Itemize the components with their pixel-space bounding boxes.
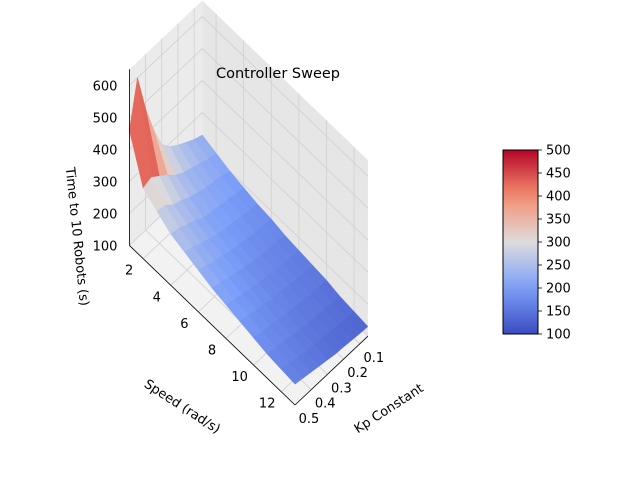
- z-gridline: [129, 15, 369, 177]
- x-tick-labels: 0.10.20.30.40.5: [299, 351, 384, 427]
- surface-facet: [280, 362, 304, 385]
- z-tick-label: 600: [93, 79, 118, 94]
- z-tick-label: 100: [93, 239, 118, 254]
- z-tick-label: 300: [93, 175, 118, 190]
- colorbar-tick-label: 300: [546, 236, 571, 251]
- colorbar: [502, 149, 539, 335]
- x-tick-label: 0.4: [315, 397, 336, 412]
- x-tick-label: 0.1: [363, 351, 384, 366]
- y-tick-label: 4: [153, 290, 161, 305]
- colorbar-ticks: 100 150 200 250 300 350 400 450 500: [538, 144, 571, 343]
- z-axis-label: Time to 10 Robots (s): [62, 166, 92, 307]
- y-axis-label: Speed (rad/s): [141, 377, 223, 437]
- colorbar-tick-label: 150: [546, 305, 571, 320]
- z-tick-label: 200: [93, 207, 118, 222]
- chart-title: Controller Sweep: [216, 66, 340, 82]
- colorbar-tick-label: 100: [546, 328, 571, 343]
- colorbar-tick-label: 250: [546, 259, 571, 274]
- y-tick-label: 10: [231, 370, 248, 385]
- axes-lines: [128, 69, 369, 406]
- z-gridline: [129, 79, 369, 241]
- y-tick-label: 6: [180, 317, 188, 332]
- z-tick-label: 400: [93, 143, 118, 158]
- colorbar-tick-label: 500: [546, 144, 571, 159]
- z-tick-label: 500: [93, 111, 118, 126]
- y-tick-label: 2: [125, 264, 133, 279]
- x-tick-label: 0.2: [347, 366, 368, 381]
- z-gridline: [129, 47, 369, 209]
- x-tick-label: 0.3: [331, 381, 352, 396]
- x-tick-label: 0.5: [299, 412, 320, 427]
- surface-plot: [129, 77, 369, 385]
- y-tick-labels: 2 4 6 8 10 12: [125, 264, 275, 412]
- z-tick-labels: 100 200 300 400 500 600: [93, 79, 118, 254]
- colorbar-tick-label: 450: [546, 167, 571, 182]
- colorbar-tick-label: 200: [546, 282, 571, 297]
- colorbar-tick-label: 350: [546, 213, 571, 228]
- x-axis-label: Kp Constant: [352, 381, 427, 437]
- colorbar-tick-label: 400: [546, 190, 571, 205]
- x-axis-line: [294, 335, 369, 406]
- y-axis-line: [129, 245, 296, 406]
- y-tick-label: 12: [259, 397, 276, 412]
- y-tick-label: 8: [208, 344, 216, 359]
